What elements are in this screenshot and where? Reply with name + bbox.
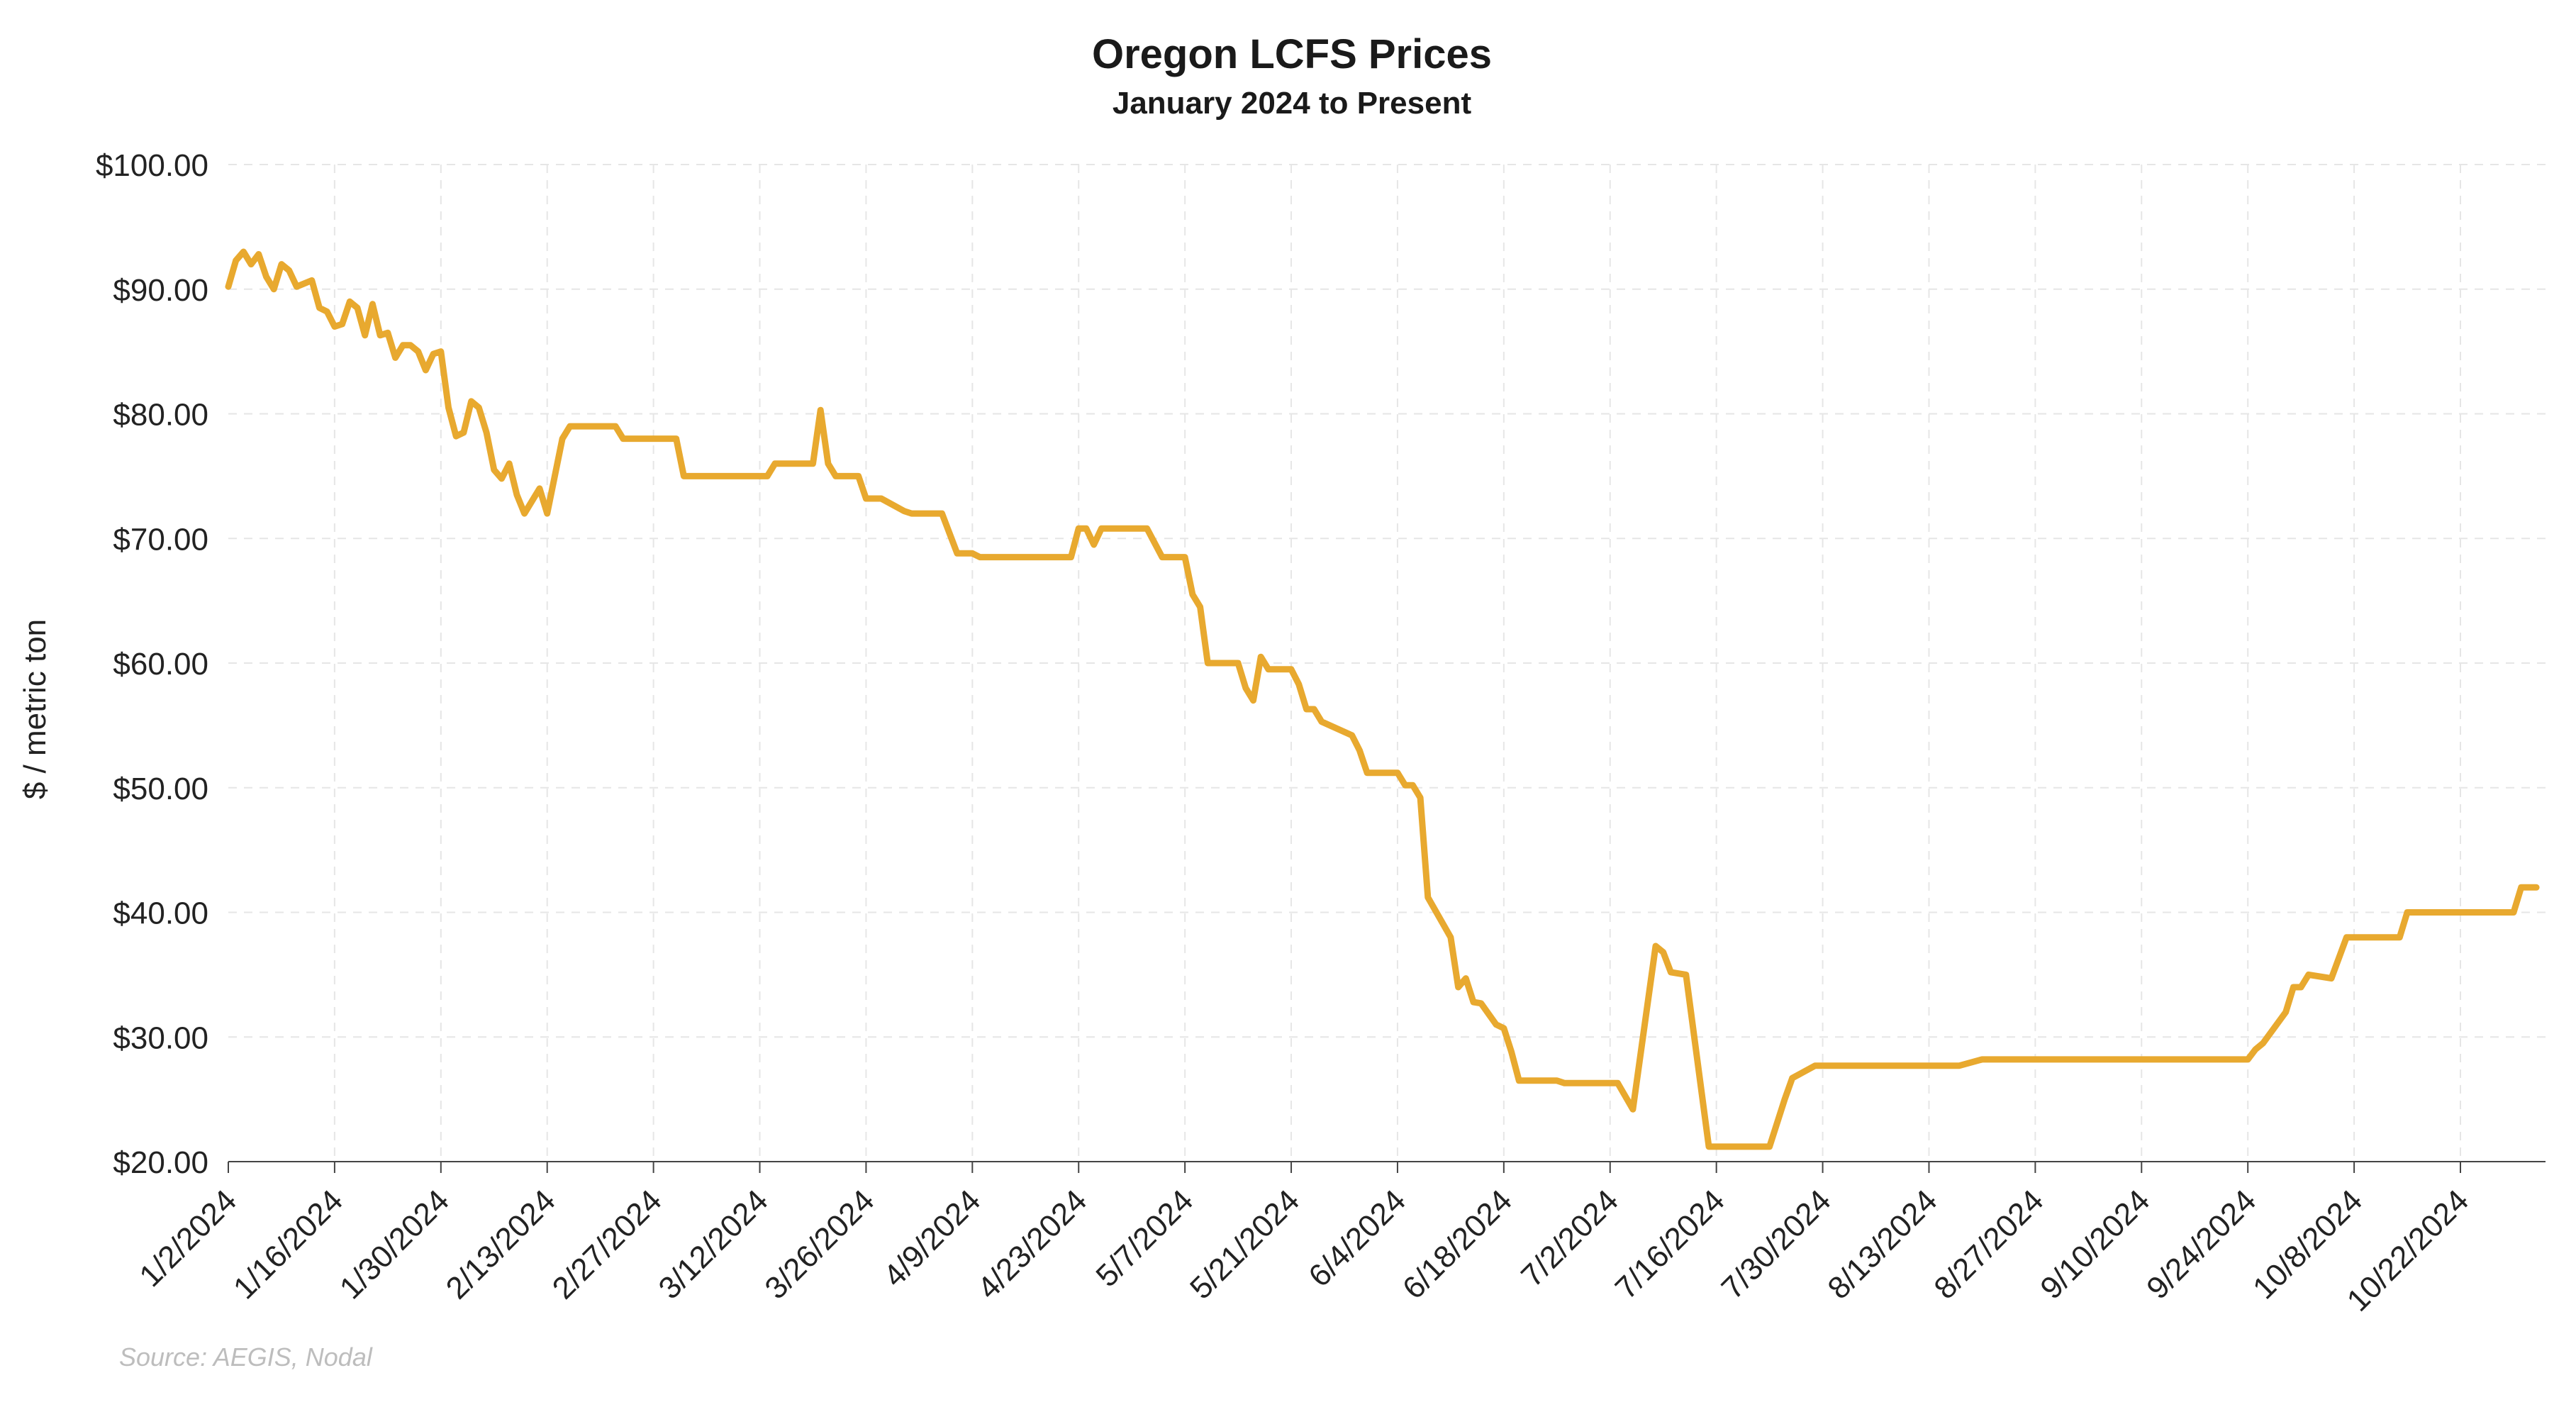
x-tick-label: 8/13/2024	[1821, 1183, 1944, 1306]
y-tick-label: $100.00	[96, 148, 208, 183]
x-tick-label: 9/24/2024	[2140, 1183, 2263, 1306]
x-tick-label: 2/13/2024	[440, 1183, 562, 1306]
x-tick-label: 3/12/2024	[652, 1183, 775, 1306]
y-tick-label: $70.00	[113, 522, 208, 557]
chart-title: Oregon LCFS Prices	[1092, 31, 1492, 77]
y-tick-label: $60.00	[113, 647, 208, 682]
x-tick-label: 6/18/2024	[1396, 1183, 1519, 1306]
x-tick-label: 5/7/2024	[1089, 1183, 1200, 1294]
y-axis-title: $ / metric ton	[18, 619, 52, 799]
y-tick-label: $80.00	[113, 398, 208, 433]
y-tick-label: $90.00	[113, 273, 208, 308]
chart-subtitle: January 2024 to Present	[1113, 86, 1472, 121]
x-tick-label: 4/9/2024	[877, 1183, 988, 1294]
series-line	[225, 248, 2540, 1150]
x-tick-label: 1/16/2024	[227, 1183, 350, 1306]
x-tick-label: 8/27/2024	[1927, 1183, 2050, 1306]
x-tick-label: 1/30/2024	[333, 1183, 456, 1306]
y-tick-label: $30.00	[113, 1021, 208, 1055]
y-tick-label: $50.00	[113, 772, 208, 806]
x-tick-label: 2/27/2024	[546, 1183, 669, 1306]
x-tick-label: 5/21/2024	[1183, 1183, 1306, 1306]
y-tick-label: $20.00	[113, 1145, 208, 1180]
source-note: Source: AEGIS, Nodal	[119, 1342, 373, 1372]
x-tick-label: 7/30/2024	[1715, 1183, 1838, 1306]
x-tick-label: 4/23/2024	[971, 1183, 1093, 1306]
plot-area	[225, 248, 2540, 1150]
x-tick-label: 7/2/2024	[1515, 1183, 1625, 1294]
y-tick-label: $40.00	[113, 896, 208, 931]
grid	[228, 164, 2546, 1162]
x-tick-label: 9/10/2024	[2034, 1183, 2156, 1306]
x-axis: 1/2/20241/16/20241/30/20242/13/20242/27/…	[133, 1161, 2546, 1318]
y-axis: $100.00 $90.00 $80.00 $70.00 $60.00 $50.00 $40…	[96, 148, 208, 1180]
x-tick-label: 1/2/2024	[133, 1183, 243, 1294]
x-tick-label: 7/16/2024	[1609, 1183, 1732, 1306]
x-tick-label: 6/4/2024	[1302, 1183, 1412, 1294]
x-tick-label: 3/26/2024	[758, 1183, 881, 1306]
